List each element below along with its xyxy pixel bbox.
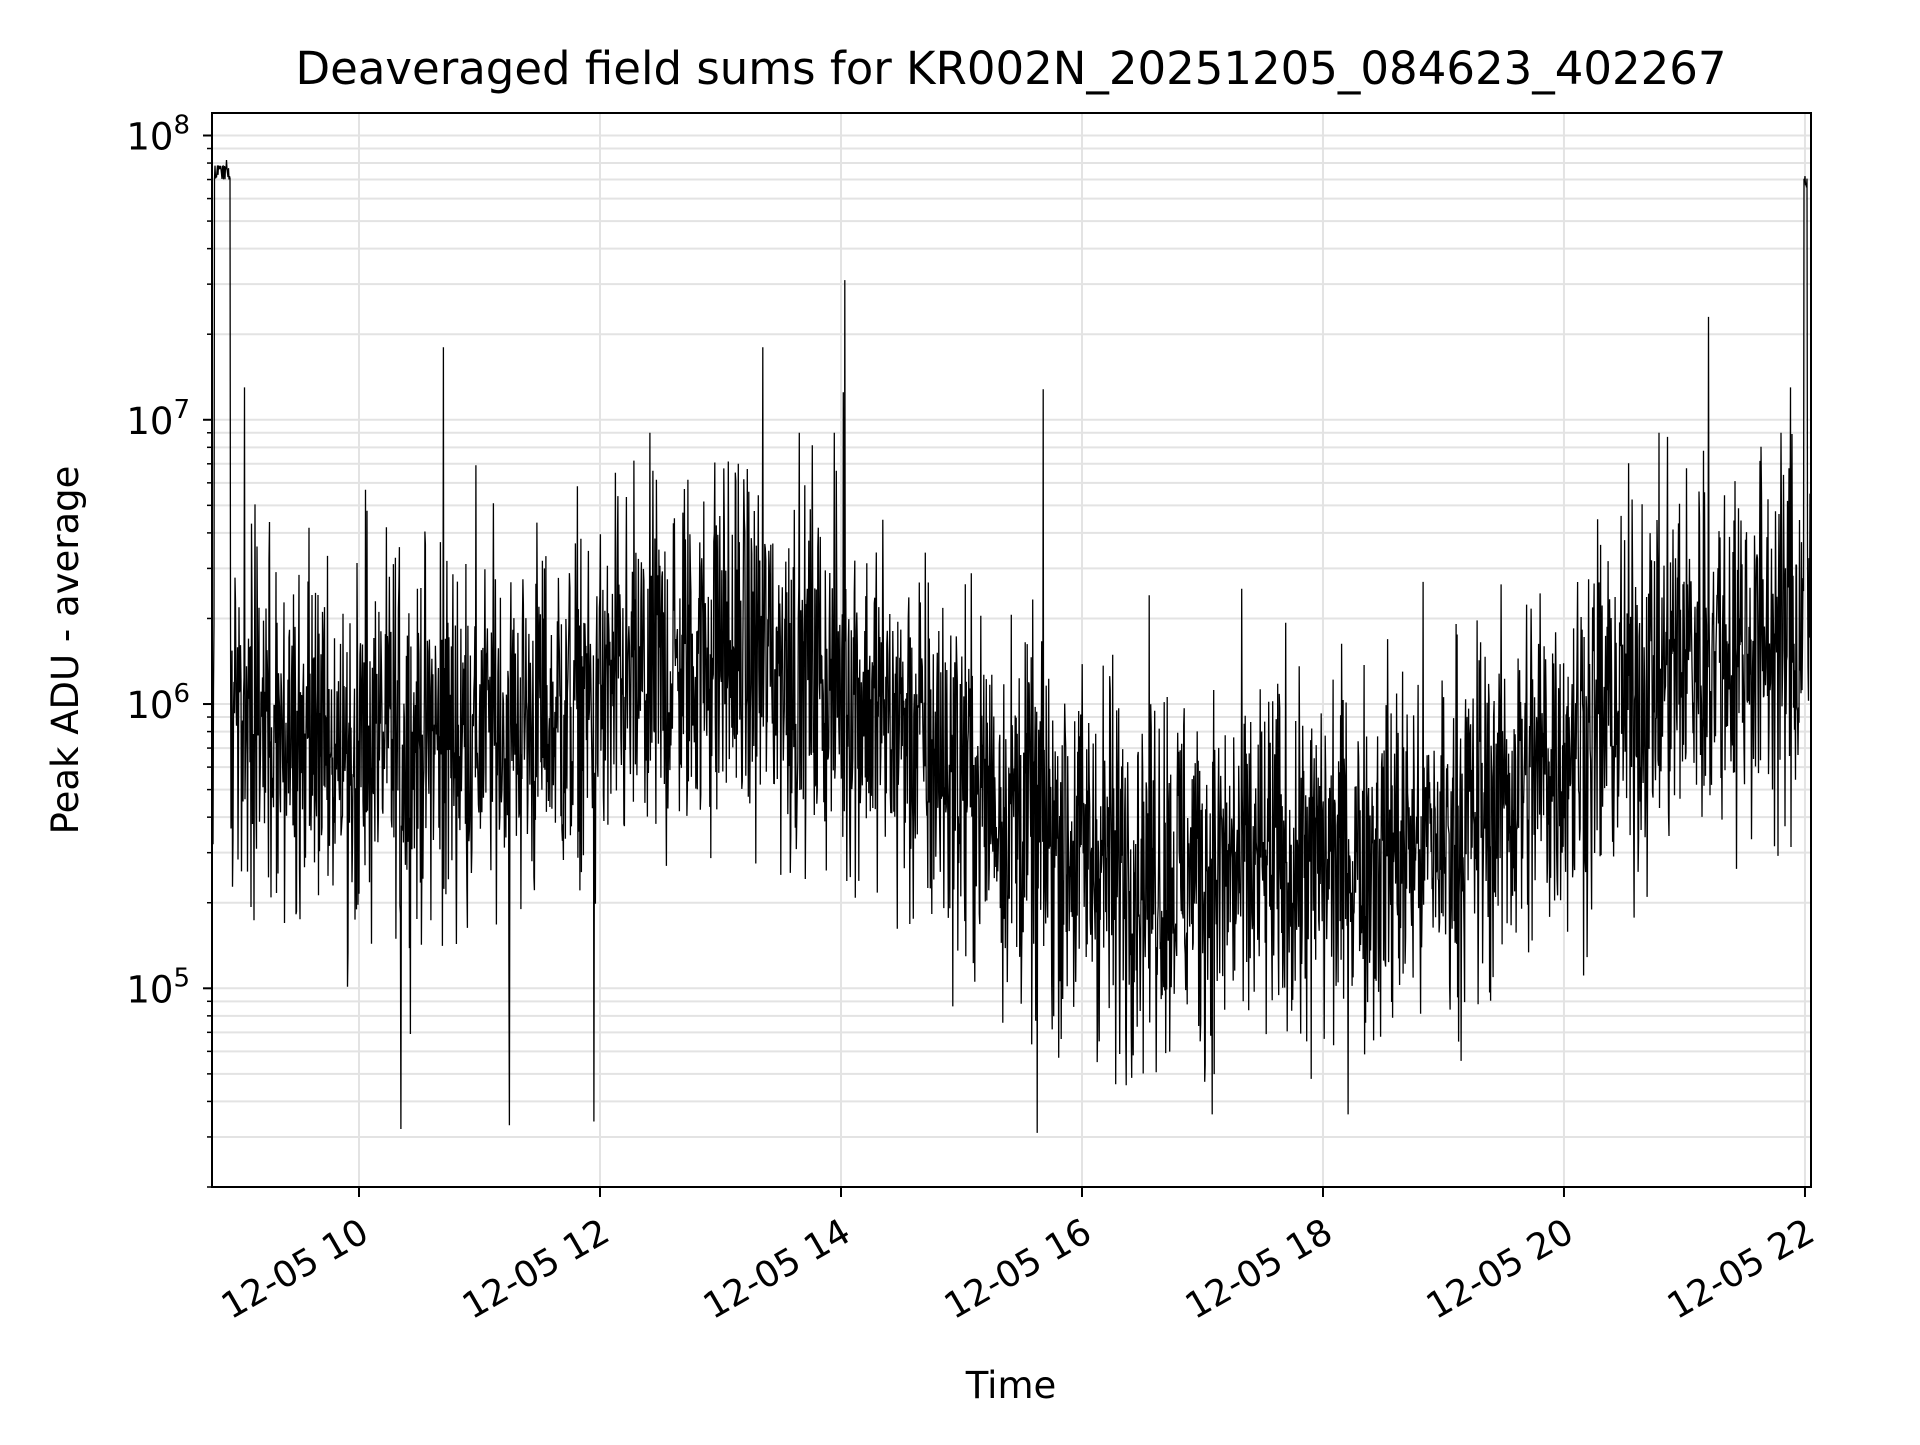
y-tick-label: 108 xyxy=(126,111,190,159)
x-axis-label: Time xyxy=(965,1364,1057,1407)
data-layer xyxy=(211,159,1812,1133)
plot-frame xyxy=(211,112,1812,1188)
chart-title: Deaveraged field sums for KR002N_2025120… xyxy=(296,42,1727,95)
y-tick-label: 107 xyxy=(126,395,190,443)
y-axis-label: Peak ADU - average xyxy=(44,466,87,835)
y-tick-label: 105 xyxy=(126,963,190,1011)
series-line xyxy=(211,159,1812,1133)
y-tick-label: 106 xyxy=(126,679,190,727)
